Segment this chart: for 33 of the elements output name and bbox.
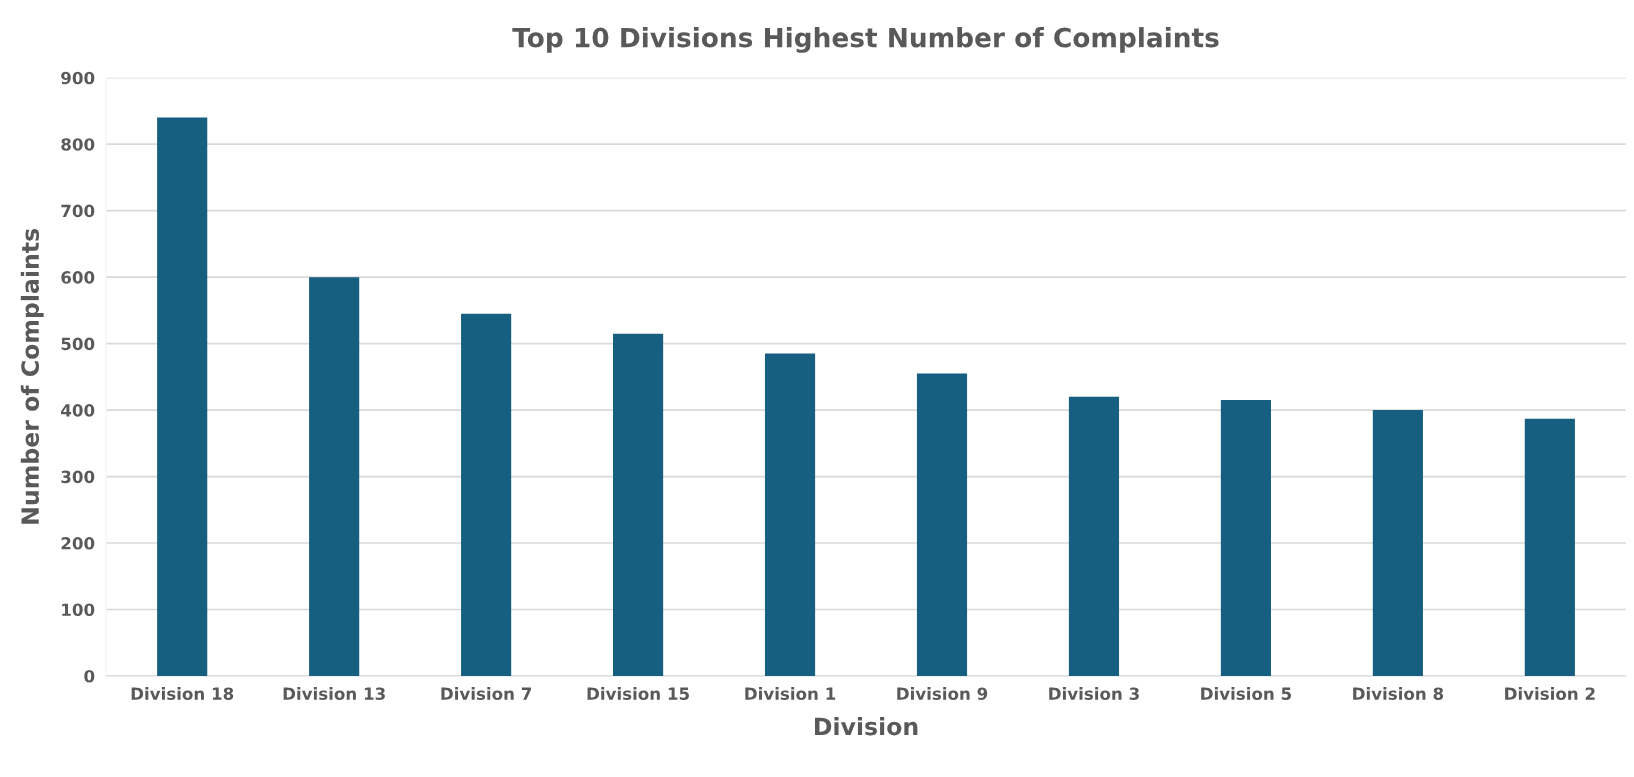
chart-title: Top 10 Divisions Highest Number of Complaints (512, 27, 1219, 53)
bar (1068, 396, 1120, 676)
x-tick-label: Division 2 (1505, 687, 1595, 700)
y-tick-label: 600 (61, 271, 95, 284)
y-tick-label: 300 (61, 470, 95, 484)
y-tick-label: 100 (62, 603, 95, 617)
y-tick-label: 200 (61, 537, 95, 550)
x-tick-label: Division 1 (745, 687, 836, 700)
x-tick-label: Division 18 (131, 687, 234, 700)
x-tick-label: Division 7 (441, 687, 532, 700)
bar (916, 373, 968, 676)
bar (309, 277, 360, 676)
bar (461, 313, 512, 676)
x-tick-label: Division 8 (1353, 687, 1444, 700)
bar (1220, 400, 1271, 676)
x-tick-label: Division 5 (1201, 687, 1291, 700)
y-tick-label: 800 (61, 138, 95, 151)
y-axis-title: Number of Complaints (20, 228, 44, 524)
y-tick-label: 700 (61, 204, 95, 218)
y-tick-label: 400 (61, 404, 95, 417)
y-tick-label: 900 (61, 71, 95, 85)
bar (613, 333, 664, 676)
bar (157, 117, 208, 676)
x-tick-label: Division 3 (1049, 687, 1139, 700)
x-axis-title: Division (815, 717, 918, 736)
bar (1372, 410, 1423, 676)
bar (764, 353, 816, 676)
y-tick-label: 0 (84, 669, 95, 683)
x-tick-label: Division 9 (897, 687, 988, 700)
x-tick-label: Division 13 (283, 687, 385, 700)
x-tick-label: Division 15 (587, 687, 689, 700)
bar (1524, 418, 1575, 676)
y-tick-label: 500 (61, 337, 95, 351)
